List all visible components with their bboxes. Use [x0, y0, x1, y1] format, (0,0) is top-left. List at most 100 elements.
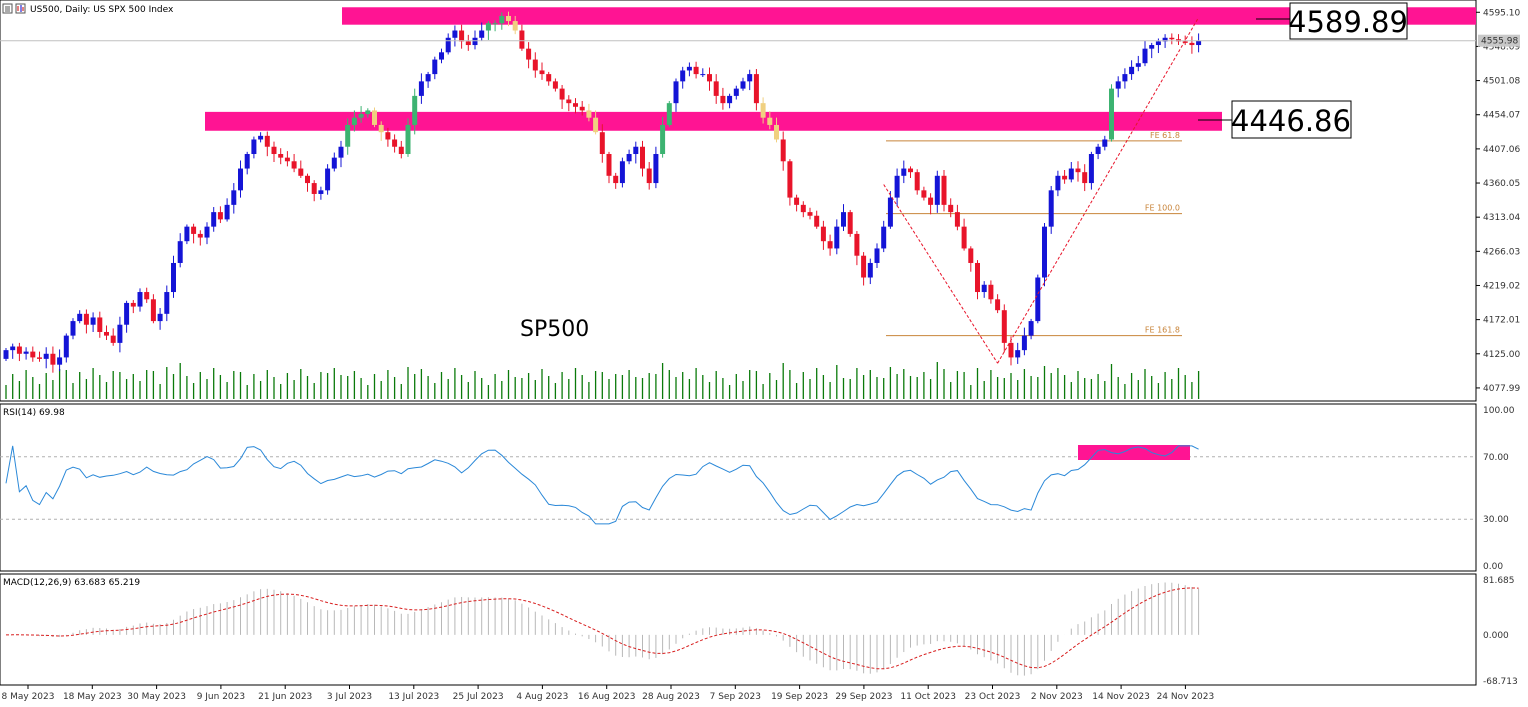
candle-body [50, 353, 56, 365]
candle [1021, 327, 1027, 356]
candle [184, 224, 190, 245]
candle-body [459, 30, 465, 42]
candle [606, 151, 612, 184]
trend-up-line [997, 17, 1200, 364]
price-tick-label: 4313.04 [1483, 213, 1520, 223]
candle [499, 12, 505, 30]
candle-body [686, 66, 692, 71]
candle [177, 233, 183, 268]
macd-tick-label: 81.685 [1483, 576, 1515, 586]
candle [351, 110, 357, 132]
candle [854, 231, 860, 266]
candle-body [291, 161, 297, 169]
macd-indicator: 81.685 0.000 -68.713 [5, 576, 1518, 687]
candle-body [331, 157, 337, 169]
price-tick-label: 4077.99 [1483, 384, 1520, 394]
candle [43, 347, 49, 369]
rsi-panel-frame [0, 403, 1477, 572]
candle [412, 88, 418, 135]
candle [552, 78, 558, 92]
date-tick-label: 21 Jun 2023 [258, 692, 312, 702]
candle [539, 62, 545, 80]
candle [70, 318, 76, 340]
candle-body [1182, 41, 1188, 43]
candle-body [191, 226, 197, 234]
candle-body [774, 124, 779, 140]
candle-body [586, 110, 592, 118]
candle [834, 219, 840, 255]
candle [968, 246, 974, 272]
candle [211, 207, 217, 232]
candle [727, 93, 733, 109]
candle [506, 11, 511, 27]
candle-body [445, 37, 451, 53]
price-tick-label: 4548.09 [1483, 42, 1520, 52]
candle-body [1196, 40, 1202, 46]
candle-body [680, 70, 686, 82]
resistance-label: 4589.89 [1256, 2, 1408, 40]
candle-body [666, 103, 672, 125]
candle-body [1062, 175, 1068, 180]
date-tick-label: 30 May 2023 [127, 692, 186, 702]
candle [526, 42, 532, 69]
candle [700, 68, 706, 78]
candle [740, 77, 746, 91]
candle-body [914, 172, 920, 191]
candle-body [398, 146, 404, 155]
candle [780, 131, 786, 171]
candle-body [197, 233, 203, 238]
candle [57, 349, 63, 372]
price-tick-label: 4219.02 [1483, 281, 1520, 291]
candle-body [901, 168, 907, 176]
candle [479, 22, 485, 41]
candle-body [606, 154, 612, 176]
candle [941, 169, 947, 212]
candle-body [727, 95, 733, 104]
candle-body [1169, 37, 1175, 40]
candle [559, 84, 565, 109]
candle [988, 280, 994, 304]
candle [653, 146, 659, 189]
candle [1082, 164, 1088, 192]
candle-body [432, 59, 438, 75]
date-tick-label: 24 Nov 2023 [1157, 692, 1215, 702]
candle-body [57, 357, 63, 365]
candle [1189, 36, 1195, 54]
candle-body [834, 226, 840, 249]
candle-body [1055, 175, 1061, 191]
candle [392, 134, 398, 153]
candle-body [506, 15, 511, 22]
candle [23, 347, 29, 360]
candle [733, 85, 739, 100]
candle [573, 98, 578, 114]
candle [405, 118, 411, 157]
candle-body [425, 74, 431, 82]
candle [10, 343, 16, 359]
candle-body [720, 95, 726, 104]
candle-body [351, 117, 357, 125]
candle-body [184, 226, 190, 242]
candle-body [224, 204, 230, 220]
candle-body [63, 335, 69, 358]
price-axis: 4595.10 4548.09 4501.08 4454.07 4407.06 4360.… [1476, 8, 1520, 394]
candle [1109, 84, 1114, 142]
candle [432, 56, 438, 80]
candle-body [439, 52, 444, 60]
candle-body [1162, 37, 1168, 42]
candle [104, 325, 109, 340]
candle-body [104, 331, 109, 336]
candle-body [740, 81, 746, 89]
candle [693, 61, 699, 79]
candle [626, 149, 632, 165]
candle [298, 160, 304, 178]
candle [311, 180, 317, 202]
candle-body [318, 190, 324, 194]
candle [305, 173, 310, 192]
candle-body [465, 41, 471, 46]
candle [459, 24, 465, 49]
candle [954, 204, 960, 231]
price-tick-label: 4172.01 [1483, 316, 1520, 326]
candle [385, 127, 391, 147]
candle [948, 198, 954, 218]
candle [197, 230, 203, 246]
